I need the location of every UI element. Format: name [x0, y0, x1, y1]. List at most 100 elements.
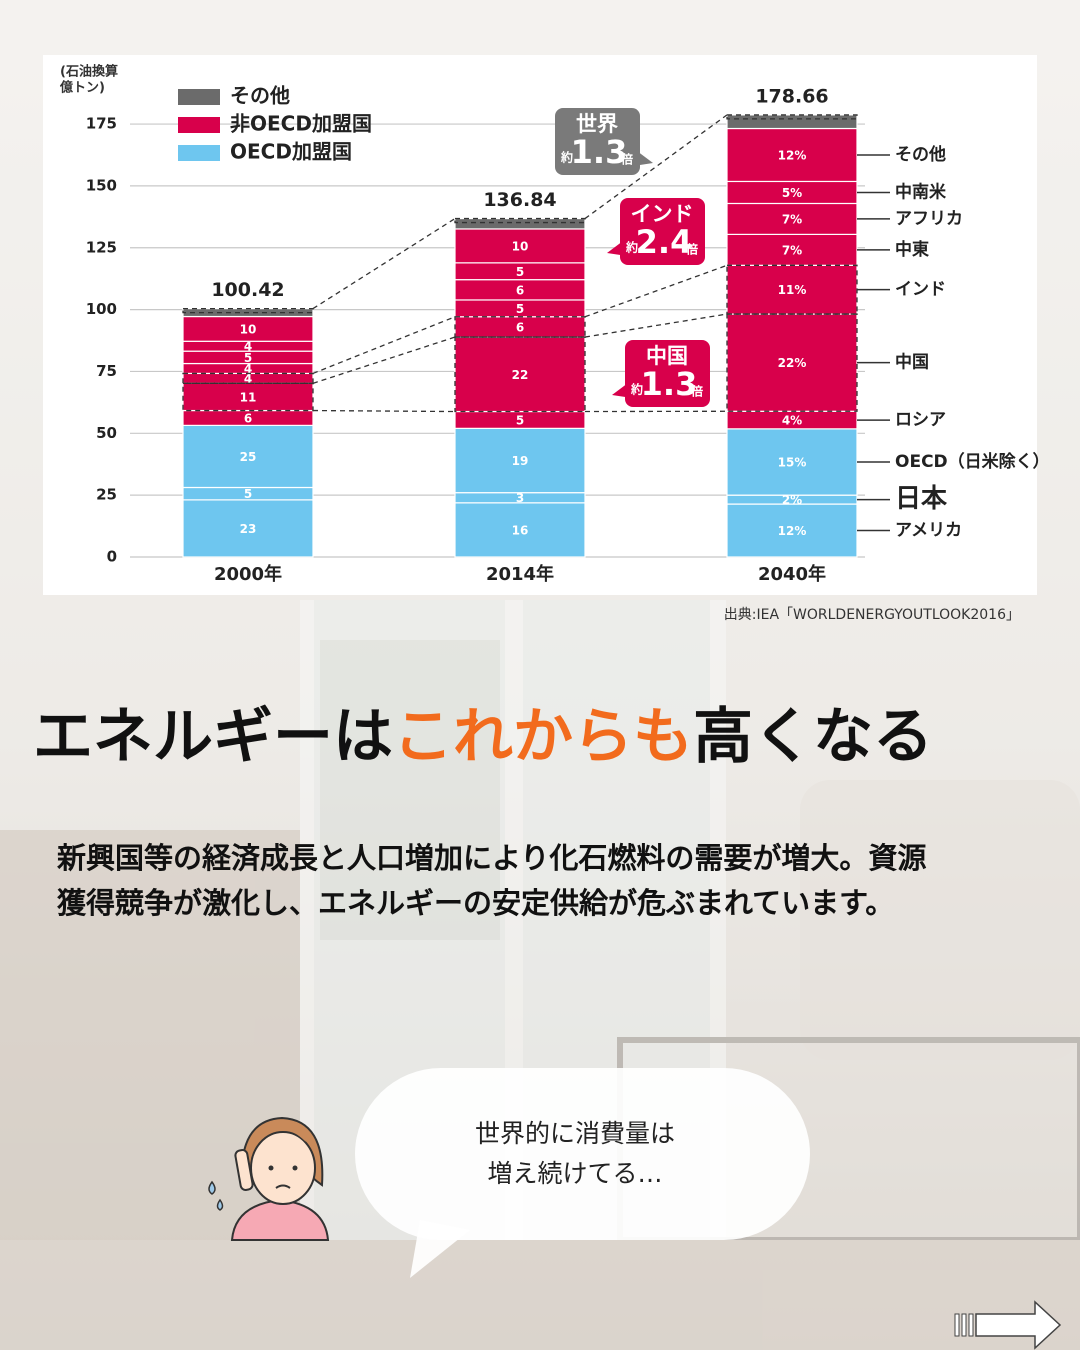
arrow [975, 1300, 1062, 1350]
x-tick-label: 2014年 [486, 563, 554, 585]
callout-pointer [607, 238, 627, 256]
legend-swatch [178, 145, 220, 161]
bubble-tail [410, 1220, 470, 1278]
dashed-connector [312, 336, 456, 384]
floor [0, 1240, 1080, 1350]
value-label: 12% [778, 524, 807, 538]
legend-label: 非OECD加盟国 [230, 112, 372, 136]
sweat [208, 1180, 224, 1211]
callout-title: インド [631, 202, 694, 226]
body-text: 獲得競争が激化し、エネルギーの安定供給が危ぶまれています。 [57, 886, 894, 920]
series-label: 中東 [895, 239, 929, 260]
callout-box [620, 198, 705, 265]
value-label: 5 [516, 413, 524, 427]
total-label: 178.66 [755, 85, 828, 107]
value-label: 3 [516, 491, 524, 505]
series-label: インド [895, 280, 946, 300]
value-label: 22 [512, 368, 529, 382]
bar-segment [182, 315, 314, 342]
worried-woman [208, 1116, 330, 1241]
series-label: その他 [895, 144, 946, 165]
face [250, 1131, 316, 1205]
legend-label: OECD加盟国 [230, 140, 352, 164]
dashed-outline [182, 372, 314, 384]
callout-value: 1.3 [571, 133, 628, 171]
eye [268, 1165, 274, 1171]
series-label: アメリカ [895, 521, 962, 541]
y-tick-label: 0 [107, 548, 117, 566]
callout-pointer [633, 148, 653, 166]
bubble-text: 増え続けてる… [487, 1159, 662, 1188]
headline-text: エネルギーは [33, 702, 393, 772]
callout-suffix: 倍 [690, 384, 703, 399]
dashed-outline [182, 382, 314, 412]
hand-phone [234, 1149, 254, 1191]
arrow-bar [961, 1313, 967, 1337]
bar-segment [454, 427, 586, 494]
series-label: アフリカ [895, 209, 963, 229]
bar-segment [454, 228, 586, 264]
value-label: 19 [512, 454, 529, 468]
value-label: 23 [240, 522, 257, 536]
bar-segment [454, 502, 586, 558]
source: 出典:IEA「WORLDENERGYOUTLOOK2016」 [724, 607, 1020, 623]
value-label: 12% [778, 148, 807, 162]
bar-segment [182, 382, 314, 412]
series-label: 中南米 [895, 181, 947, 202]
value-label: 11% [778, 283, 807, 297]
dashed-outline [726, 264, 858, 315]
headline: エネルギーはこれからも高くなる [33, 702, 933, 772]
value-label: 4% [782, 414, 802, 428]
y-tick-label: 25 [96, 486, 117, 504]
bar-segment [726, 428, 858, 496]
dashed-connector [584, 114, 728, 220]
dashed-connector [584, 313, 728, 338]
y-tick-label: 125 [86, 238, 117, 256]
value-label: 6 [244, 411, 252, 425]
dashed-outline [454, 336, 586, 413]
series-label: 中国 [895, 352, 929, 373]
value-label: 5% [782, 186, 802, 200]
value-label: 22% [778, 356, 807, 370]
x-tick-label: 2040年 [758, 563, 826, 585]
bar-segment [726, 114, 858, 130]
value-label: 6 [516, 320, 524, 334]
headline-highlight: これからも [393, 702, 693, 772]
value-label: 5 [244, 351, 252, 365]
value-label: 4 [244, 372, 252, 386]
callout-suffix: 倍 [620, 152, 633, 167]
bubble-text: 世界的に消費量は [475, 1119, 675, 1148]
series-label: 日本 [895, 484, 948, 514]
value-label: 4 [244, 362, 252, 376]
bangs [260, 1126, 306, 1142]
building [320, 640, 500, 940]
value-label: 5 [244, 487, 252, 501]
dashed-outline [726, 114, 858, 120]
y-tick-label: 50 [96, 424, 117, 442]
total-label: 136.84 [483, 189, 556, 211]
bar-segment [182, 424, 314, 489]
dashed-connector [312, 218, 456, 310]
legend-swatch [178, 117, 220, 133]
bubble-body [355, 1068, 810, 1240]
x-tick-label: 2000年 [214, 563, 282, 585]
legend-label: その他 [230, 84, 290, 108]
callout-prefix: 約 [625, 240, 638, 255]
dashed-connector [312, 409, 456, 413]
next-arrow[interactable] [954, 1300, 1062, 1350]
y-axis-label: (石油換算 [60, 64, 118, 80]
dashed-connector [584, 264, 728, 318]
y-tick-label: 100 [86, 300, 117, 318]
callout-value: 2.4 [636, 223, 693, 261]
legend-swatch [178, 89, 220, 105]
y-tick-label: 75 [96, 362, 117, 380]
callout-prefix: 約 [630, 382, 643, 397]
dashed-connector [312, 316, 456, 375]
value-label: 10 [240, 322, 257, 336]
body-text: 新興国等の経済成長と人口増加により化石燃料の需要が増大。資源 [56, 841, 926, 875]
sofa [800, 780, 1080, 1060]
callout-box [625, 340, 710, 407]
arrow-bar [954, 1313, 960, 1337]
